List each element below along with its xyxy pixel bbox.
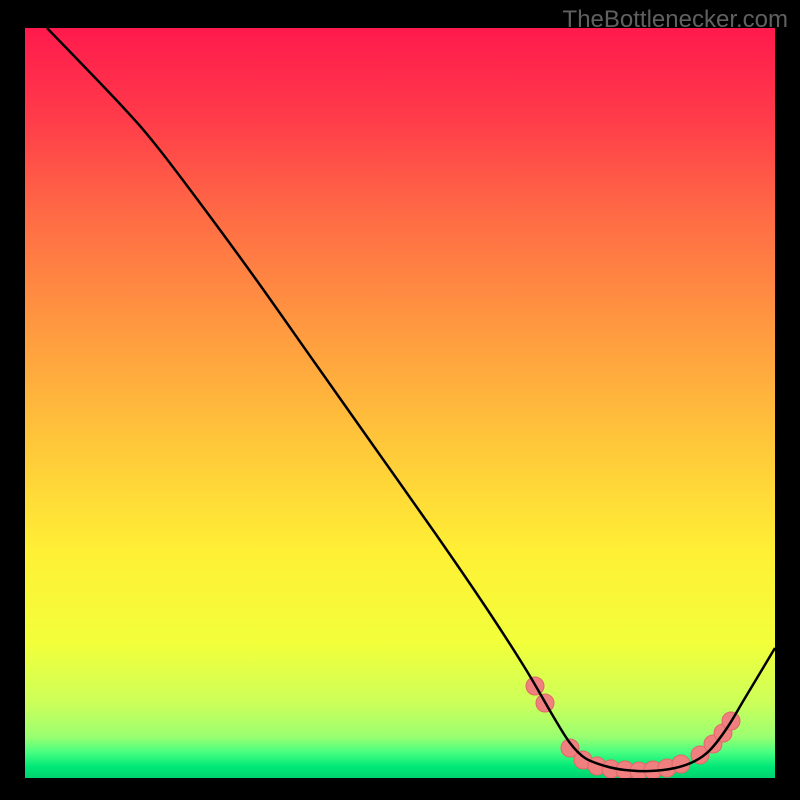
curve-layer <box>25 28 775 778</box>
watermark-text: TheBottlenecker.com <box>563 6 788 34</box>
bottleneck-curve <box>47 28 775 771</box>
markers-group <box>526 677 740 778</box>
plot-area <box>25 28 775 778</box>
